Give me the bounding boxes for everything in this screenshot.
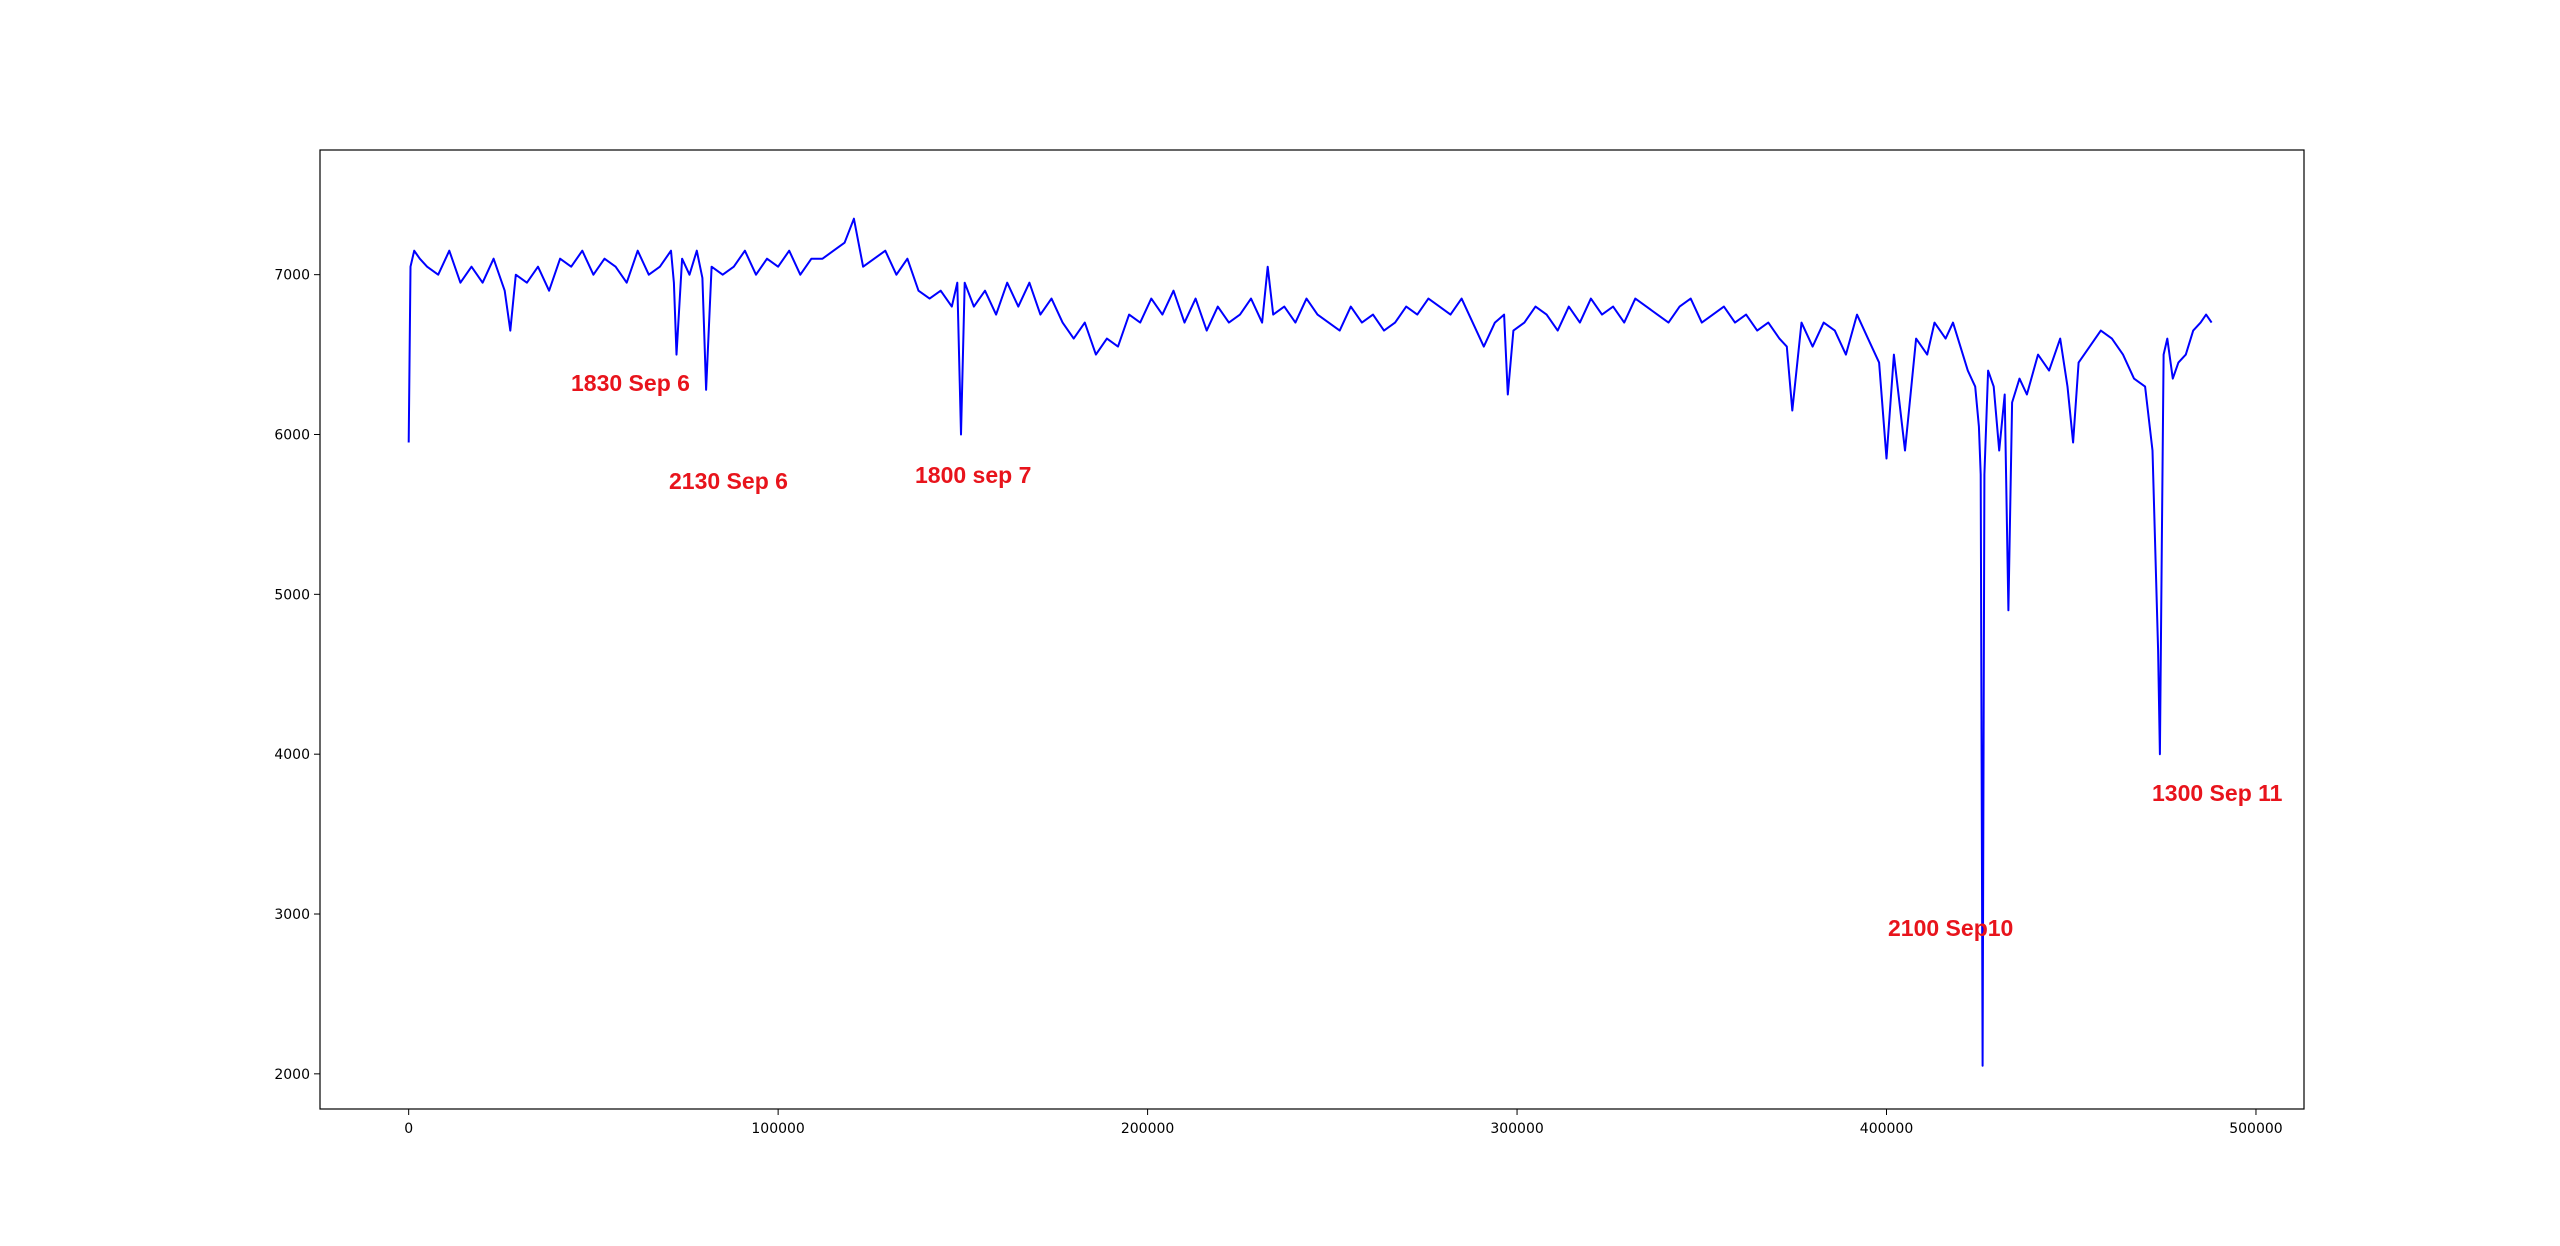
annotation-2130-sep-6: 2130 Sep 6 [669, 468, 788, 494]
annotation-1300-sep-11: 1300 Sep 11 [2152, 780, 2283, 806]
y-tick-label: 4000 [274, 747, 310, 763]
y-tick-label: 3000 [274, 907, 310, 923]
plot-frame [319, 149, 2305, 1110]
y-tick-label: 5000 [274, 587, 310, 603]
annotation-2100-sep10: 2100 Sep10 [1888, 915, 2013, 941]
annotation-1830-sep-6: 1830 Sep 6 [571, 370, 690, 396]
x-tick-label: 300000 [1490, 1121, 1543, 1137]
x-tick-label: 200000 [1121, 1121, 1174, 1137]
x-axis: 0 100000 200000 300000 400000 500000 [404, 1109, 2283, 1137]
y-tick-label: 6000 [274, 428, 310, 444]
x-tick-label: 400000 [1860, 1121, 1913, 1137]
y-tick-label: 7000 [274, 268, 310, 284]
x-tick-label: 100000 [751, 1121, 804, 1137]
series-line [407, 217, 2213, 1067]
annotations: 1830 Sep 6 2130 Sep 6 1800 sep 7 2100 Se… [571, 370, 2283, 941]
plot-area [320, 150, 2304, 1109]
y-tick-label: 2000 [274, 1067, 310, 1083]
annotation-1800-sep-7: 1800 sep 7 [915, 462, 1031, 488]
y-axis: 2000 3000 4000 5000 6000 7000 [274, 268, 320, 1083]
x-tick-label: 0 [404, 1121, 413, 1137]
x-tick-label: 500000 [2229, 1121, 2282, 1137]
